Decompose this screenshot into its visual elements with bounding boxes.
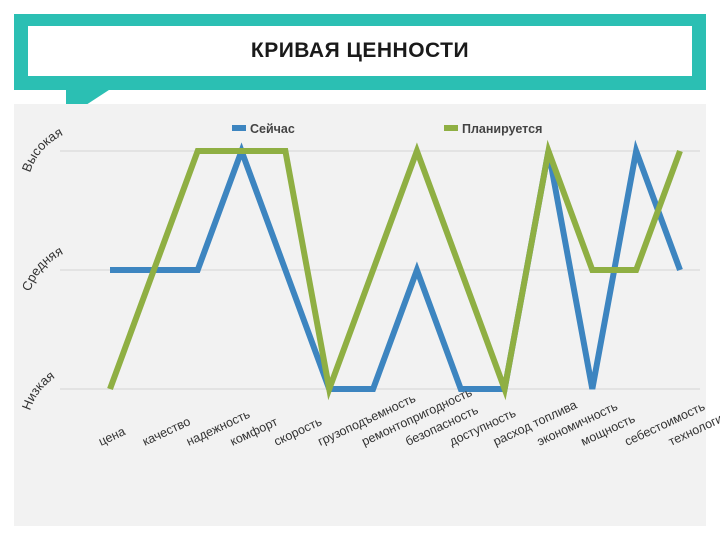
x-category-label: скорость: [272, 414, 324, 448]
x-category-labels: цена качествонадежностькомфортскоростьгру…: [96, 385, 720, 448]
legend-label: Сейчас: [250, 122, 295, 136]
y-level-label: Низкая: [19, 368, 57, 412]
legend-swatch: [444, 125, 458, 131]
y-level-labels: Низкая Средняя Высокая: [19, 124, 65, 412]
y-level-label: Высокая: [19, 124, 65, 174]
x-category-label: качество: [140, 414, 192, 448]
legend-swatch: [232, 125, 246, 131]
legend: Сейчас Планируется: [232, 122, 542, 136]
legend-label: Планируется: [462, 122, 542, 136]
y-level-label: Средняя: [19, 243, 65, 293]
x-category-label: цена: [96, 424, 127, 448]
